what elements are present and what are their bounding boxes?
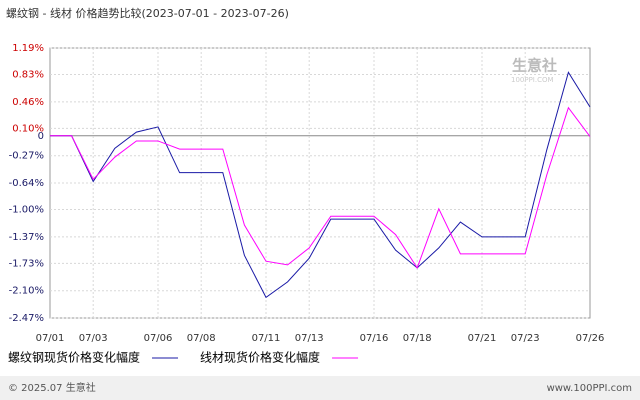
y-tick-label: -1.37% (9, 232, 44, 243)
x-tick-label: 07/03 (79, 333, 108, 344)
watermark-name: 生意社 (512, 57, 557, 75)
footer-left: © 2025.07 生意社 (8, 381, 96, 394)
y-tick-label: 0.46% (12, 97, 44, 108)
x-tick-label: 07/08 (187, 333, 216, 344)
y-tick-label: -2.47% (9, 313, 44, 324)
y-tick-label: -2.10% (9, 286, 44, 297)
series-line (50, 71, 591, 299)
chart-title: 螺纹钢 - 线材 价格趋势比较(2023-07-01 - 2023-07-26) (6, 6, 289, 20)
y-tick-label: -0.27% (9, 151, 44, 162)
footer-right: www.100PPI.com (547, 383, 632, 394)
series-line (50, 106, 591, 269)
y-tick-label: 0.83% (12, 70, 44, 81)
x-tick-label: 07/01 (36, 333, 65, 344)
y-tick-label: 1.19% (12, 43, 44, 54)
x-tick-label: 07/06 (144, 333, 173, 344)
y-tick-label: -0.64% (9, 178, 44, 189)
x-tick-label: 07/13 (295, 333, 324, 344)
x-tick-label: 07/11 (252, 333, 281, 344)
y-tick-label: 0 (38, 131, 44, 142)
legend-label: 螺纹钢现货价格变化幅度 (8, 350, 140, 365)
legend-label: 线材现货价格变化幅度 (200, 350, 320, 365)
y-tick-label: -1.73% (9, 258, 44, 269)
y-tick-label: 0.10% (12, 123, 44, 134)
x-tick-label: 07/18 (403, 333, 432, 344)
footer-bar (0, 376, 640, 400)
y-tick-label: -1.00% (9, 205, 44, 216)
watermark-site: 100PPI.COM (511, 76, 554, 84)
x-tick-label: 07/26 (576, 333, 605, 344)
x-tick-label: 07/21 (468, 333, 497, 344)
x-tick-label: 07/16 (360, 333, 389, 344)
x-tick-label: 07/23 (511, 333, 540, 344)
